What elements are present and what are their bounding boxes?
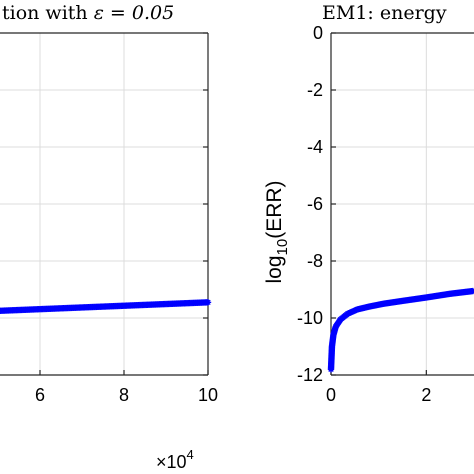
right-y-axis-label: log10(ERR) [263,180,291,283]
left-grid [0,32,209,376]
left-x-tick-label: 6 [35,385,45,405]
right-y-tick-label: -12 [297,365,323,385]
right-y-tick-label: -2 [307,80,323,100]
left-x-tick-label: 8 [119,385,129,405]
right-title: EM1: energy [322,2,447,24]
right-y-tick-label: -10 [297,308,323,328]
right-tick-labels: 0-2-4-6-8-10-120 2 [297,23,431,405]
right-data-series [327,287,474,373]
right-y-tick-label: -8 [307,251,323,271]
left-data-series [0,299,212,314]
right-grid [330,32,474,376]
left-axes [0,32,209,376]
right-x-tick-label: 2 [421,385,431,405]
right-y-tick-label: -6 [307,194,323,214]
right-data-point [469,287,474,295]
right-x-tick-label: 0 [326,385,336,405]
right-y-tick-label: -4 [307,137,323,157]
right-panel: EM1: energy log10(ERR) 0-2-4-6-8-10-120 2 [263,2,474,405]
right-y-tick-label: 0 [313,23,323,43]
left-panel: tion with ε = 0.05 6 8 10 ×104 [0,2,218,472]
left-title: tion with ε = 0.05 [2,2,174,24]
left-tick-labels: 6 8 10 [35,385,218,405]
left-x-tick-label: 10 [198,385,218,405]
left-x-multiplier: ×104 [156,447,194,472]
left-data-point [204,299,212,306]
